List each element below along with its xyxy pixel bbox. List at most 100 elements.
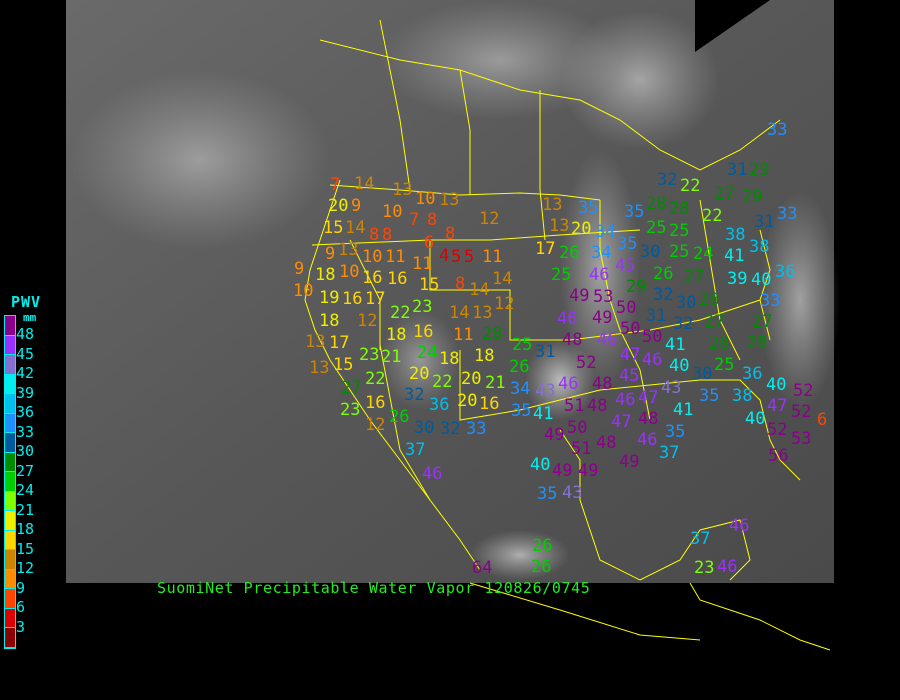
legend-swatch bbox=[5, 589, 15, 609]
station-pwv-value: 25 bbox=[714, 355, 734, 375]
image-caption: SuomiNet Precipitable Water Vapor 120826… bbox=[157, 579, 591, 597]
station-pwv-value: 8 bbox=[445, 224, 455, 244]
station-pwv-value: 26 bbox=[532, 536, 552, 556]
station-pwv-value: 52 bbox=[576, 353, 596, 373]
station-pwv-value: 51 bbox=[564, 396, 584, 416]
legend-tick: 45 bbox=[16, 344, 35, 363]
legend-swatch bbox=[5, 394, 15, 414]
station-pwv-value: 16 bbox=[413, 322, 433, 342]
station-pwv-value: 50 bbox=[567, 418, 587, 438]
station-pwv-value: 12 bbox=[365, 415, 385, 435]
station-pwv-value: 20 bbox=[571, 219, 591, 239]
legend-colorbar bbox=[4, 315, 16, 649]
station-pwv-value: 50 bbox=[620, 319, 640, 339]
station-pwv-value: 32 bbox=[653, 285, 673, 305]
station-pwv-value: 51 bbox=[571, 439, 591, 459]
station-pwv-value: 37 bbox=[405, 440, 425, 460]
station-pwv-value: 6 bbox=[817, 410, 827, 430]
boundaries bbox=[304, 19, 831, 651]
station-pwv-value: 31 bbox=[754, 212, 774, 232]
station-pwv-value: 10 bbox=[382, 202, 402, 222]
legend-swatch bbox=[5, 316, 15, 336]
station-pwv-value: 46 bbox=[597, 330, 617, 350]
station-pwv-value: 50 bbox=[642, 327, 662, 347]
station-pwv-value: 33 bbox=[767, 120, 787, 140]
station-pwv-value: 24 bbox=[693, 244, 713, 264]
station-pwv-value: 17 bbox=[535, 239, 555, 259]
station-pwv-value: 16 bbox=[342, 289, 362, 309]
station-pwv-value: 5 bbox=[451, 247, 461, 267]
station-pwv-value: 41 bbox=[533, 404, 553, 424]
station-pwv-value: 20 bbox=[457, 391, 477, 411]
station-pwv-value: 49 bbox=[592, 308, 612, 328]
station-pwv-value: 56 bbox=[768, 446, 788, 466]
station-pwv-value: 7 bbox=[409, 210, 419, 230]
station-pwv-value: 49 bbox=[544, 425, 564, 445]
station-pwv-value: 12 bbox=[479, 209, 499, 229]
legend-swatch bbox=[5, 608, 15, 628]
legend-tick: 27 bbox=[16, 461, 35, 480]
station-pwv-value: 10 bbox=[293, 281, 313, 301]
station-pwv-value: 30 bbox=[676, 293, 696, 313]
station-pwv-value: 48 bbox=[596, 433, 616, 453]
station-pwv-value: 27 bbox=[714, 184, 734, 204]
station-pwv-value: 24 bbox=[417, 343, 437, 363]
legend-swatch bbox=[5, 433, 15, 453]
station-pwv-value: 46 bbox=[558, 374, 578, 394]
station-pwv-value: 20 bbox=[409, 364, 429, 384]
legend-tick: 18 bbox=[16, 520, 35, 538]
station-pwv-value: 32 bbox=[440, 419, 460, 439]
station-pwv-value: 41 bbox=[673, 400, 693, 420]
station-pwv-value: 25 bbox=[646, 218, 666, 238]
legend-swatch bbox=[5, 511, 15, 531]
station-pwv-value: 16 bbox=[362, 268, 382, 288]
legend-swatch bbox=[5, 355, 15, 375]
legend-title: PWV bbox=[11, 293, 42, 311]
station-pwv-value: 22 bbox=[680, 176, 700, 196]
station-pwv-value: 20 bbox=[328, 196, 348, 216]
station-pwv-value: 46 bbox=[717, 557, 737, 577]
station-pwv-value: 36 bbox=[742, 364, 762, 384]
station-pwv-value: 46 bbox=[642, 350, 662, 370]
station-pwv-value: 15 bbox=[333, 355, 353, 375]
station-pwv-value: 29 bbox=[742, 187, 762, 207]
station-pwv-value: 46 bbox=[589, 265, 609, 285]
legend-tick: 21 bbox=[16, 500, 35, 519]
legend-swatch bbox=[5, 491, 15, 511]
station-pwv-value: 5 bbox=[464, 247, 474, 267]
station-pwv-value: 46 bbox=[729, 516, 749, 536]
station-pwv-value: 48 bbox=[587, 396, 607, 416]
station-pwv-value: 46 bbox=[557, 309, 577, 329]
station-pwv-value: 25 bbox=[669, 221, 689, 241]
station-pwv-value: 31 bbox=[646, 306, 666, 326]
station-pwv-value: 35 bbox=[511, 401, 531, 421]
station-pwv-value: 9 bbox=[294, 259, 304, 279]
station-pwv-value: 14 bbox=[449, 303, 469, 323]
station-pwv-value: 37 bbox=[659, 443, 679, 463]
station-pwv-value: 13 bbox=[542, 195, 562, 215]
station-pwv-value: 27 bbox=[341, 378, 361, 398]
station-pwv-value: 49 bbox=[619, 452, 639, 472]
station-pwv-value: 13 bbox=[338, 240, 358, 260]
station-pwv-value: 28 bbox=[747, 333, 767, 353]
station-pwv-value: 30 bbox=[640, 242, 660, 262]
station-pwv-value: 34 bbox=[595, 222, 615, 242]
legend-swatch bbox=[5, 569, 15, 589]
station-pwv-value: 10 bbox=[339, 262, 359, 282]
station-pwv-value: 35 bbox=[537, 484, 557, 504]
station-pwv-value: 26 bbox=[653, 264, 673, 284]
station-pwv-value: 25 bbox=[512, 335, 532, 355]
station-pwv-value: 39 bbox=[727, 269, 747, 289]
station-pwv-value: 11 bbox=[482, 247, 502, 267]
station-pwv-value: 48 bbox=[562, 330, 582, 350]
station-pwv-value: 37 bbox=[690, 529, 710, 549]
station-pwv-value: 22 bbox=[702, 206, 722, 226]
legend-swatch bbox=[5, 335, 15, 355]
station-pwv-value: 22 bbox=[432, 372, 452, 392]
station-pwv-value: 27 bbox=[684, 267, 704, 287]
station-pwv-value: 8 bbox=[455, 274, 465, 294]
station-pwv-value: 32 bbox=[404, 385, 424, 405]
station-pwv-value: 28 bbox=[646, 194, 666, 214]
station-pwv-value: 41 bbox=[724, 246, 744, 266]
